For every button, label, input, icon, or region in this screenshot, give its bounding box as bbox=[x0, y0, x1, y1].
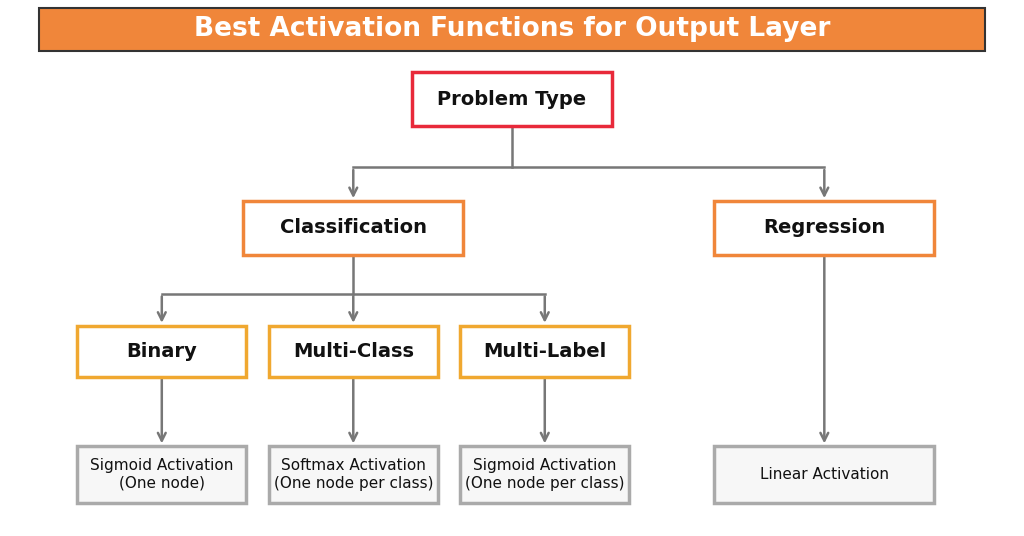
Text: Regression: Regression bbox=[763, 218, 886, 237]
Text: Binary: Binary bbox=[126, 341, 198, 361]
FancyBboxPatch shape bbox=[715, 201, 934, 255]
FancyBboxPatch shape bbox=[268, 326, 438, 377]
Text: Sigmoid Activation
(One node): Sigmoid Activation (One node) bbox=[90, 458, 233, 490]
FancyBboxPatch shape bbox=[39, 8, 985, 51]
FancyBboxPatch shape bbox=[715, 446, 934, 503]
Text: Softmax Activation
(One node per class): Softmax Activation (One node per class) bbox=[273, 458, 433, 490]
Text: Problem Type: Problem Type bbox=[437, 90, 587, 109]
Text: Linear Activation: Linear Activation bbox=[760, 467, 889, 482]
FancyBboxPatch shape bbox=[461, 326, 629, 377]
FancyBboxPatch shape bbox=[78, 326, 246, 377]
Text: Classification: Classification bbox=[280, 218, 427, 237]
FancyBboxPatch shape bbox=[461, 446, 629, 503]
Text: Sigmoid Activation
(One node per class): Sigmoid Activation (One node per class) bbox=[465, 458, 625, 490]
Text: Best Activation Functions for Output Layer: Best Activation Functions for Output Lay… bbox=[194, 17, 830, 42]
Text: Multi-Label: Multi-Label bbox=[483, 341, 606, 361]
FancyBboxPatch shape bbox=[268, 446, 438, 503]
FancyBboxPatch shape bbox=[412, 72, 611, 126]
Text: Multi-Class: Multi-Class bbox=[293, 341, 414, 361]
FancyBboxPatch shape bbox=[78, 446, 246, 503]
FancyBboxPatch shape bbox=[244, 201, 463, 255]
